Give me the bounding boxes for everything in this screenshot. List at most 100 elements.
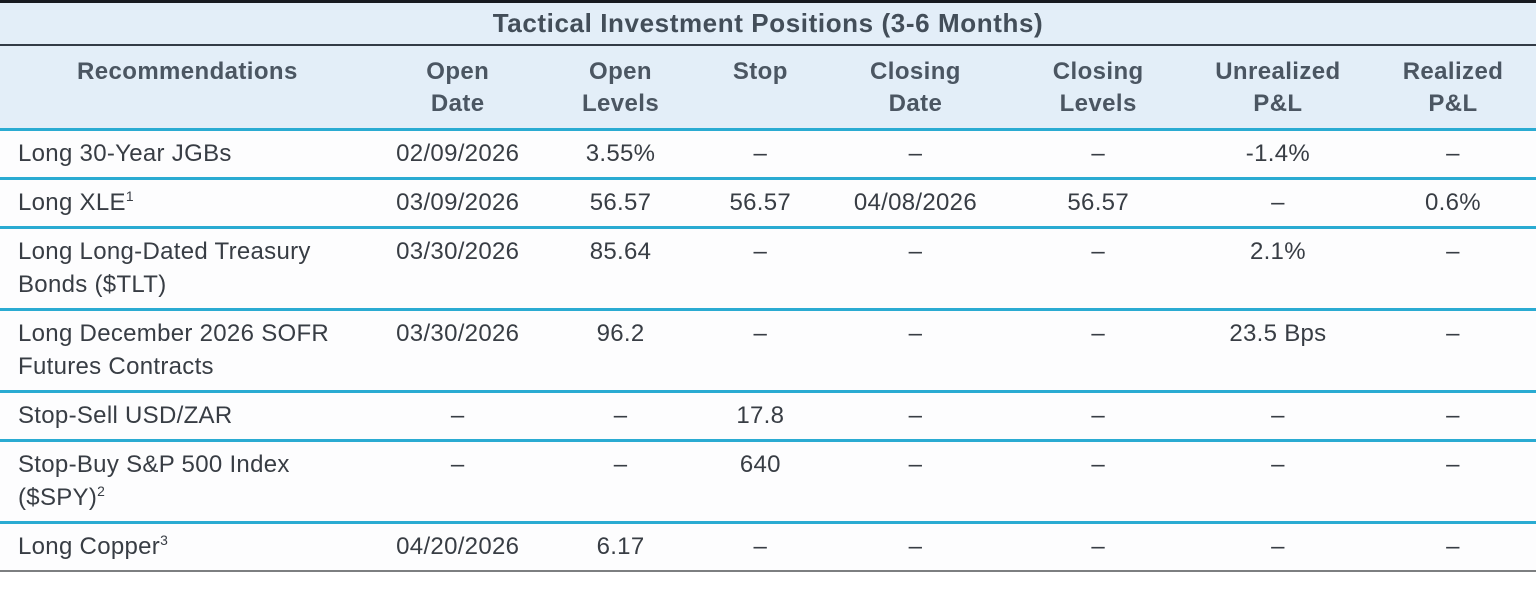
realized-pnl-cell: – bbox=[1446, 238, 1460, 265]
header-label-line2: P&L bbox=[1253, 90, 1303, 117]
recommendation-cell: Long December 2026 SOFR Futures Contract… bbox=[0, 317, 375, 383]
realized-pnl-cell: – bbox=[1446, 451, 1460, 478]
header-label-line2: Date bbox=[430, 90, 485, 117]
table-header-row: Recommendations Open Date Open Levels Stop Clo… bbox=[0, 46, 1536, 131]
table-row: Long XLE1 03/09/2026 56.57 56.57 04/08/2026 5… bbox=[0, 180, 1536, 229]
table-row: Stop-Sell USD/ZAR – – 17.8 – – – – bbox=[0, 393, 1536, 442]
open-date-cell: 04/20/2026 bbox=[396, 533, 520, 560]
table-body: Long 30-Year JGBs 02/09/2026 3.55% – – – -1.4%… bbox=[0, 131, 1536, 570]
realized-pnl-cell: – bbox=[1446, 402, 1460, 429]
header-label-line1: Recommendations bbox=[77, 58, 298, 85]
unrealized-pnl-cell: 2.1% bbox=[1249, 238, 1306, 265]
footnote-marker: 2 bbox=[97, 483, 106, 499]
realized-pnl-cell: 0.6% bbox=[1425, 189, 1481, 216]
footnote-marker: 1 bbox=[125, 188, 134, 204]
column-header-stop: Stop bbox=[700, 56, 820, 88]
open-levels-cell: 6.17 bbox=[596, 533, 645, 560]
realized-pnl-cell: – bbox=[1446, 320, 1460, 347]
table-row: Long 30-Year JGBs 02/09/2026 3.55% – – – -1.4%… bbox=[0, 131, 1536, 180]
open-date-cell: 02/09/2026 bbox=[396, 140, 520, 167]
table-row: Stop-Buy S&P 500 Index ($SPY)2 – – 640 – – – – bbox=[0, 442, 1536, 524]
closing-date-cell: – bbox=[908, 320, 923, 347]
closing-levels-cell: – bbox=[1091, 533, 1106, 560]
header-label-line1: Realized bbox=[1402, 58, 1504, 85]
stop-cell: – bbox=[753, 320, 768, 347]
stop-cell: – bbox=[753, 238, 768, 265]
closing-date-cell: 04/08/2026 bbox=[853, 189, 977, 216]
column-header-open-levels: Open Levels bbox=[541, 56, 701, 120]
header-label-line2: Levels bbox=[1059, 90, 1137, 117]
recommendation-cell: Long 30-Year JGBs bbox=[0, 137, 375, 170]
closing-levels-cell: – bbox=[1091, 238, 1106, 265]
realized-pnl-cell: – bbox=[1446, 533, 1460, 560]
open-levels-cell: 96.2 bbox=[596, 320, 645, 347]
header-label-line2: Levels bbox=[581, 90, 660, 117]
stop-cell: 56.57 bbox=[729, 189, 792, 216]
unrealized-pnl-cell: -1.4% bbox=[1245, 140, 1310, 167]
recommendation-label: Stop-Buy S&P 500 Index ($SPY) bbox=[18, 451, 290, 511]
recommendation-label: Stop-Sell USD/ZAR bbox=[18, 402, 233, 429]
open-levels-cell: 3.55% bbox=[585, 140, 656, 167]
tactical-positions-table: Tactical Investment Positions (3-6 Month… bbox=[0, 0, 1536, 572]
header-label-line1: Open bbox=[589, 58, 652, 85]
column-header-open-date: Open Date bbox=[375, 56, 541, 120]
column-header-realized-p-l: Realized P&L bbox=[1370, 56, 1536, 120]
open-date-cell: – bbox=[450, 451, 465, 478]
closing-levels-cell: – bbox=[1091, 320, 1106, 347]
stop-cell: 17.8 bbox=[736, 402, 785, 429]
open-date-cell: – bbox=[450, 402, 465, 429]
recommendation-cell: Stop-Sell USD/ZAR bbox=[0, 399, 375, 432]
closing-date-cell: – bbox=[908, 402, 923, 429]
recommendation-label: Long Long-Dated Treasury Bonds ($TLT) bbox=[18, 238, 311, 298]
recommendation-cell: Long Long-Dated Treasury Bonds ($TLT) bbox=[0, 235, 375, 301]
table-title: Tactical Investment Positions (3-6 Month… bbox=[492, 8, 1044, 38]
column-header-recommendations: Recommendations bbox=[0, 56, 375, 88]
header-label-line2: P&L bbox=[1428, 90, 1478, 117]
column-header-closing-levels: Closing Levels bbox=[1011, 56, 1186, 120]
header-label-line1: Stop bbox=[732, 58, 788, 85]
recommendation-cell: Long Copper3 bbox=[0, 530, 375, 563]
column-header-unrealized-p-l: Unrealized P&L bbox=[1186, 56, 1370, 120]
closing-levels-cell: – bbox=[1091, 402, 1106, 429]
closing-date-cell: – bbox=[908, 451, 923, 478]
closing-levels-cell: – bbox=[1091, 140, 1106, 167]
recommendation-cell: Stop-Buy S&P 500 Index ($SPY)2 bbox=[0, 448, 375, 514]
open-levels-cell: – bbox=[613, 402, 628, 429]
header-label-line2: Date bbox=[888, 90, 943, 117]
recommendation-label: Long 30-Year JGBs bbox=[18, 140, 232, 167]
closing-levels-cell: 56.57 bbox=[1067, 189, 1129, 216]
unrealized-pnl-cell: – bbox=[1271, 533, 1285, 560]
recommendation-label: Long Copper bbox=[18, 533, 161, 560]
recommendation-label: Long December 2026 SOFR Futures Contract… bbox=[18, 320, 330, 380]
column-header-closing-date: Closing Date bbox=[820, 56, 1010, 120]
recommendation-cell: Long XLE1 bbox=[0, 186, 375, 219]
stop-cell: 640 bbox=[739, 451, 781, 478]
stop-cell: – bbox=[753, 533, 768, 560]
unrealized-pnl-cell: 23.5 Bps bbox=[1229, 320, 1327, 347]
recommendation-label: Long XLE bbox=[18, 189, 126, 216]
open-date-cell: 03/09/2026 bbox=[396, 189, 520, 216]
unrealized-pnl-cell: – bbox=[1271, 189, 1285, 216]
footnote-marker: 3 bbox=[160, 532, 169, 548]
header-label-line1: Closing bbox=[870, 58, 961, 85]
open-levels-cell: 85.64 bbox=[589, 238, 652, 265]
table-row: Long December 2026 SOFR Futures Contract… bbox=[0, 311, 1536, 393]
header-label-line1: Open bbox=[426, 58, 490, 85]
open-levels-cell: 56.57 bbox=[589, 189, 652, 216]
stop-cell: – bbox=[753, 140, 768, 167]
table-row: Long Long-Dated Treasury Bonds ($TLT) 03/… bbox=[0, 229, 1536, 311]
header-label-line1: Unrealized bbox=[1215, 58, 1341, 85]
unrealized-pnl-cell: – bbox=[1271, 402, 1285, 429]
unrealized-pnl-cell: – bbox=[1271, 451, 1285, 478]
header-label-line1: Closing bbox=[1052, 58, 1144, 85]
open-date-cell: 03/30/2026 bbox=[396, 238, 520, 265]
closing-date-cell: – bbox=[908, 533, 923, 560]
open-levels-cell: – bbox=[613, 451, 628, 478]
closing-date-cell: – bbox=[908, 140, 923, 167]
closing-levels-cell: – bbox=[1091, 451, 1106, 478]
realized-pnl-cell: – bbox=[1446, 140, 1460, 167]
table-title-row: Tactical Investment Positions (3-6 Month… bbox=[0, 3, 1536, 46]
table-row: Long Copper3 04/20/2026 6.17 – – – – – bbox=[0, 524, 1536, 570]
closing-date-cell: – bbox=[908, 238, 923, 265]
open-date-cell: 03/30/2026 bbox=[396, 320, 520, 347]
